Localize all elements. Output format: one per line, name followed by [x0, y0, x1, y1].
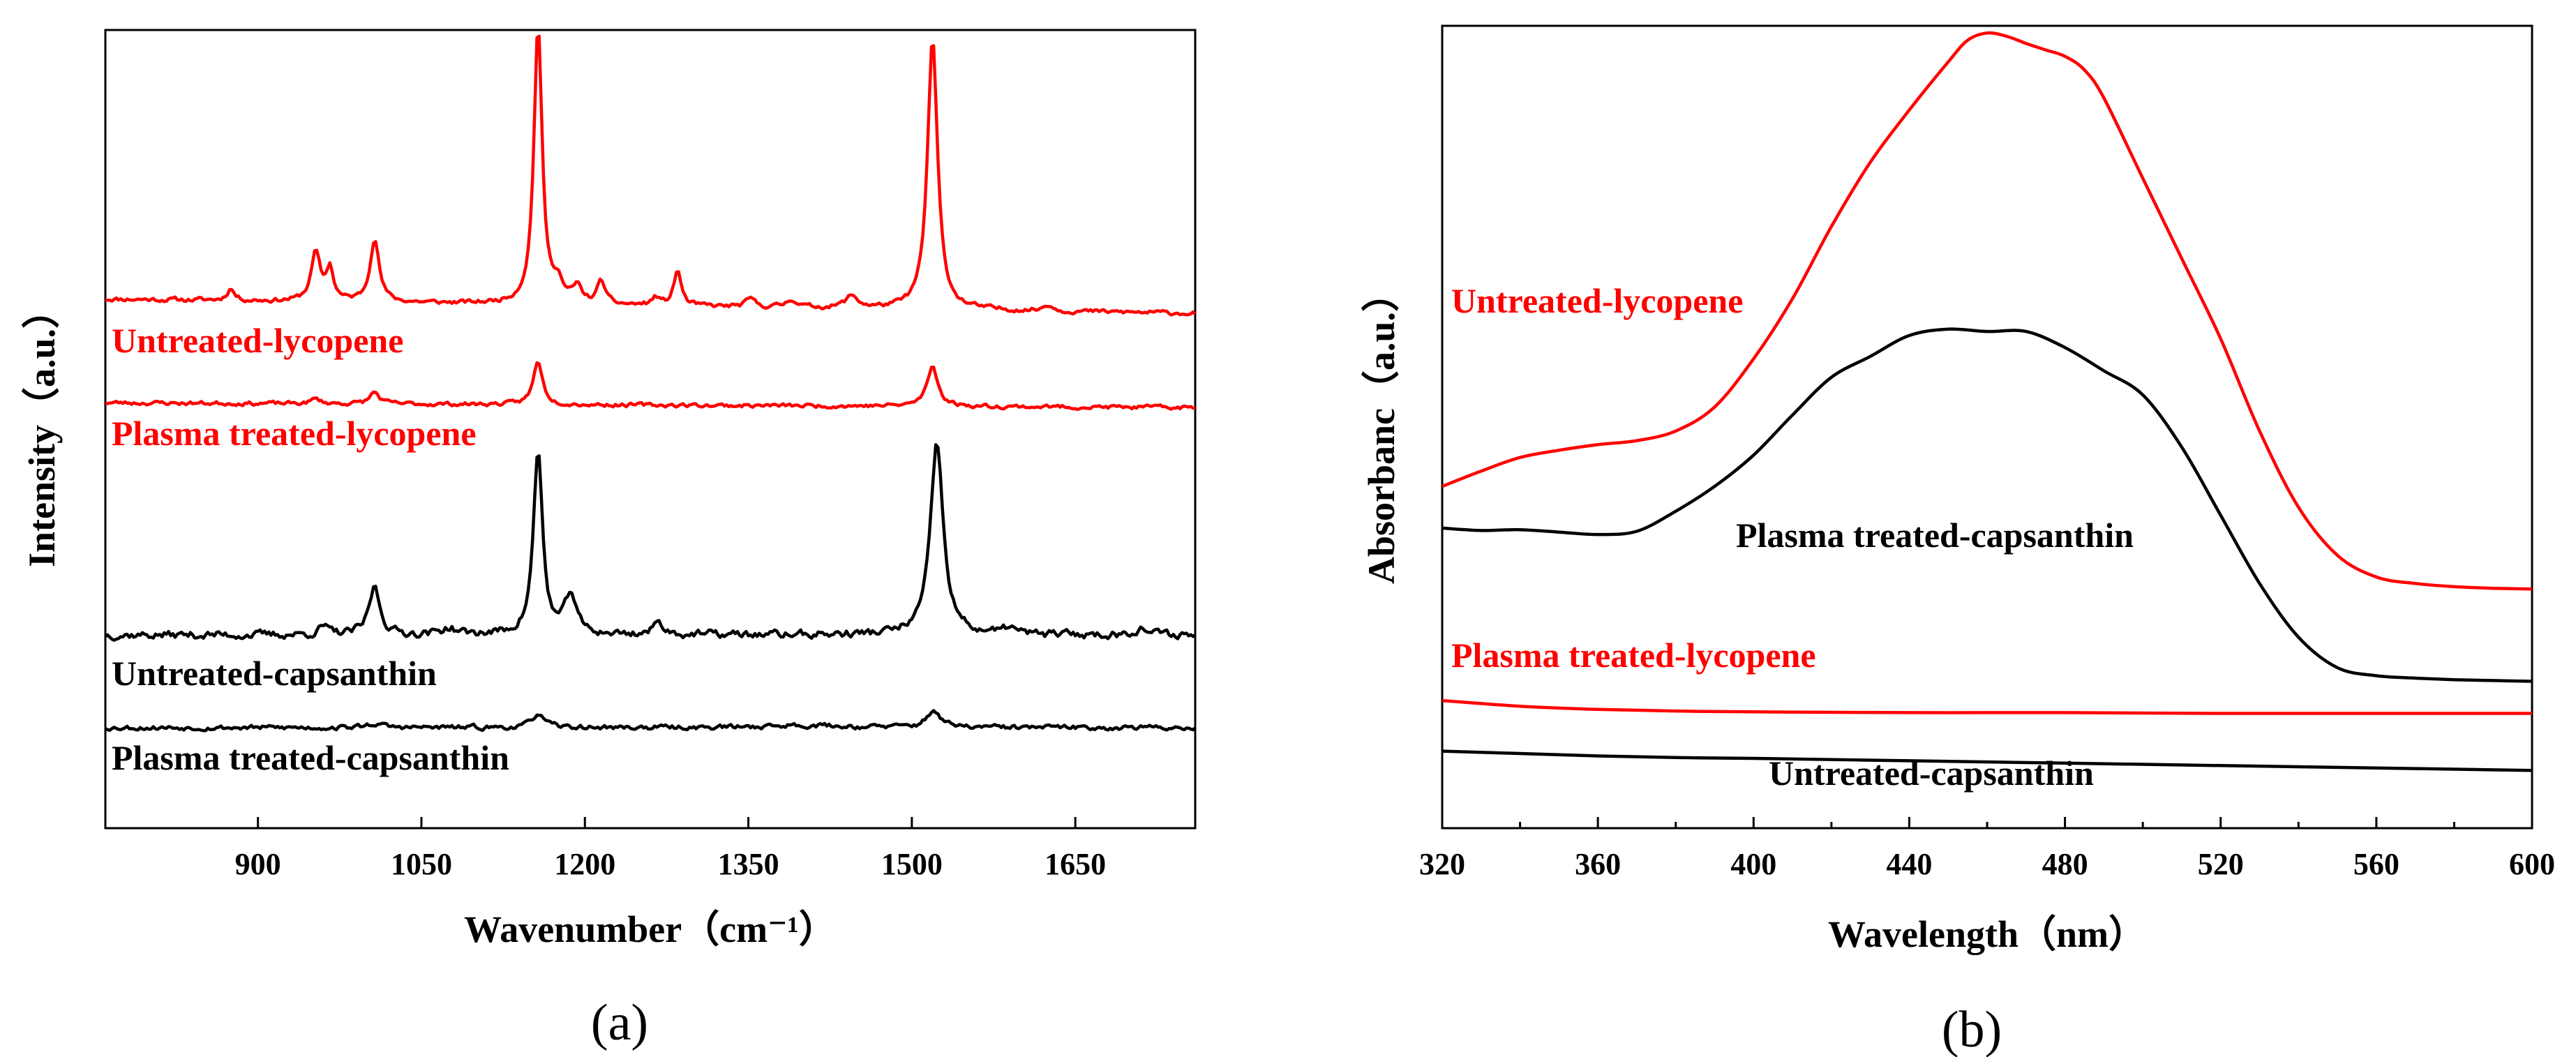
label-untreated-capsanthin-b: Untreated-capsanthin: [1769, 754, 2094, 793]
label-untreated-lycopene-a: Untreated-lycopene: [112, 321, 403, 360]
label-plasma-treated-lycopene-b: Plasma treated-lycopene: [1451, 636, 1816, 675]
label-plasma-treated-lycopene-a: Plasma treated-lycopene: [112, 414, 477, 453]
series-line-untreated-capsanthin: [104, 443, 1197, 642]
x-tick-label-b-600: 600: [2509, 847, 2555, 881]
panel-label-a: (a): [591, 994, 648, 1051]
series-line-untreated-lycopene: [105, 34, 1197, 317]
y-axis-title-b: Absorbanc（a.u.）: [1361, 274, 1402, 584]
series-line-untreated-lycopene: [1441, 31, 2533, 591]
panel-label-b: (b): [1942, 1001, 2002, 1057]
raman-traces: [104, 34, 1197, 733]
absorbance-spectra-chart: 320 360 400 440 480 520 560 600 Untreated-lycop…: [1361, 24, 2555, 1057]
plot-frame-b: [1441, 24, 2533, 830]
x-tick-label-a-1650: 1650: [1044, 847, 1106, 881]
x-tick-label-b-440: 440: [1886, 847, 1932, 881]
x-axis-ticks-a: 900 1050 1200 1350 1500 1650: [235, 817, 1106, 881]
x-tick-label-a-1500: 1500: [881, 847, 943, 881]
x-axis-title-b: Wavelength（nm）: [1828, 913, 2146, 955]
series-line-plasma-treated-lycopene: [1441, 698, 2532, 715]
series-line-plasma-treated-capsanthin: [1441, 327, 2533, 683]
label-plasma-treated-capsanthin-a: Plasma treated-capsanthin: [112, 738, 509, 777]
x-tick-label-a-1200: 1200: [554, 847, 615, 881]
series-line-plasma-treated-capsanthin: [104, 709, 1197, 733]
plot-frame-a: [104, 29, 1197, 830]
x-tick-label-a-1050: 1050: [391, 847, 452, 881]
label-untreated-lycopene-b: Untreated-lycopene: [1451, 281, 1743, 320]
x-axis-title-a: Wavenumber（cm⁻¹）: [464, 908, 837, 950]
x-tick-label-b-560: 560: [2353, 847, 2399, 881]
x-tick-label-b-400: 400: [1730, 847, 1776, 881]
x-tick-label-b-480: 480: [2042, 847, 2088, 881]
series-line-untreated-capsanthin: [1441, 749, 2533, 772]
x-tick-label-a-900: 900: [235, 847, 281, 881]
y-axis-title-a: Intensity（a.u.）: [21, 291, 63, 567]
absorbance-traces: [1441, 31, 2533, 772]
x-tick-label-a-1350: 1350: [718, 847, 779, 881]
raman-spectra-chart: 900 1050 1200 1350 1500 1650 Untreated-lycope…: [21, 29, 1197, 1051]
x-tick-label-b-320: 320: [1419, 847, 1465, 881]
label-untreated-capsanthin-a: Untreated-capsanthin: [112, 654, 437, 693]
series-line-plasma-treated-lycopene: [105, 361, 1196, 412]
label-plasma-treated-capsanthin-b: Plasma treated-capsanthin: [1736, 516, 2134, 555]
x-tick-label-b-360: 360: [1575, 847, 1621, 881]
x-axis-ticks-b: 320 360 400 440 480 520 560 600: [1419, 817, 2555, 881]
x-tick-label-b-520: 520: [2198, 847, 2244, 881]
